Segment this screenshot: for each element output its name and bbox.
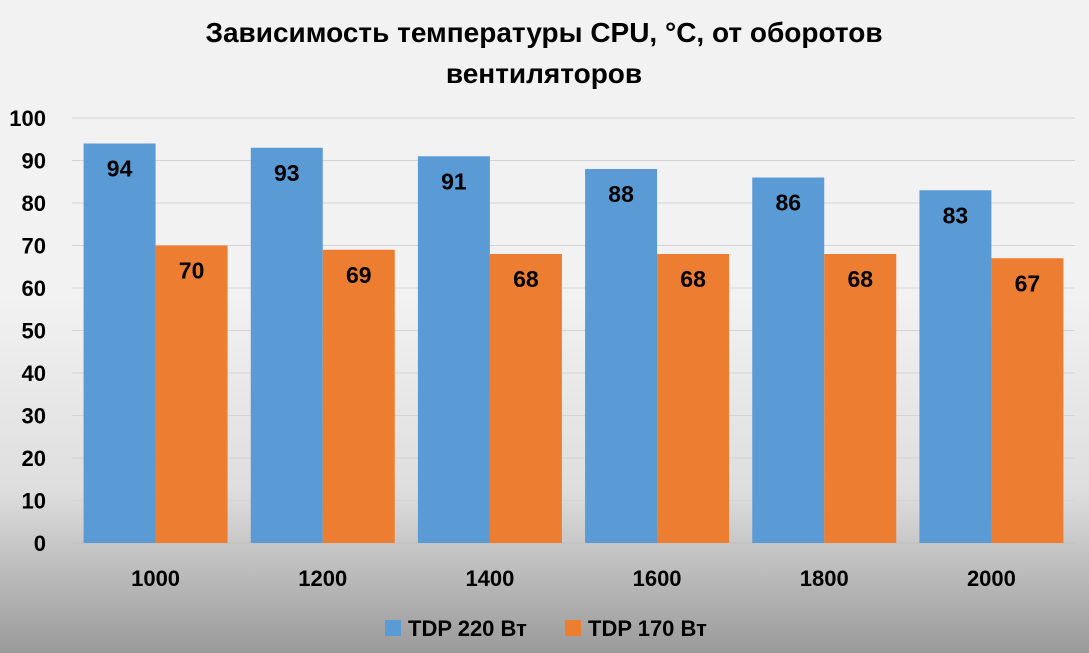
y-tick-label: 50: [22, 319, 46, 344]
y-tick-label: 0: [34, 531, 46, 556]
bar: [155, 245, 228, 543]
x-axis-ticks: 1000 1200 1400 1600 1800 2000: [131, 566, 1016, 591]
bar: [824, 254, 897, 543]
y-tick-label: 60: [22, 276, 46, 301]
x-tick-label: 1800: [800, 566, 849, 591]
data-label: 94: [107, 156, 133, 182]
bar: [322, 249, 395, 543]
data-label: 86: [775, 190, 801, 216]
bar: [250, 147, 323, 543]
y-tick-label: 10: [22, 489, 46, 514]
y-tick-label: 80: [22, 191, 46, 216]
data-label: 88: [608, 181, 634, 207]
y-tick-label: 100: [9, 106, 46, 131]
legend-swatch: [565, 620, 581, 636]
data-label: 67: [1015, 270, 1041, 296]
x-tick-label: 1400: [465, 566, 514, 591]
data-label: 70: [179, 258, 205, 284]
data-label: 83: [943, 202, 969, 228]
y-tick-label: 70: [22, 234, 46, 259]
bar: [417, 156, 490, 543]
legend-label: TDP 170 Вт: [588, 616, 707, 641]
data-label: 93: [274, 160, 300, 186]
bar: [657, 254, 730, 543]
y-tick-label: 90: [22, 149, 46, 174]
y-axis-ticks: 0 10 20 30 40 50 60 70 80 90 100: [9, 106, 46, 556]
x-tick-label: 2000: [967, 566, 1016, 591]
y-tick-label: 30: [22, 404, 46, 429]
y-tick-label: 20: [22, 446, 46, 471]
bar: [991, 258, 1064, 543]
data-label: 69: [346, 262, 372, 288]
legend-swatch: [385, 620, 401, 636]
bars: [83, 143, 1064, 543]
gridlines: [72, 117, 1075, 544]
bar: [919, 190, 992, 543]
data-label: 68: [680, 266, 706, 292]
legend-label: TDP 220 Вт: [408, 616, 527, 641]
legend: TDP 220 Вт TDP 170 Вт: [385, 616, 707, 641]
bar: [752, 177, 825, 543]
x-tick-label: 1200: [298, 566, 347, 591]
data-label: 68: [847, 266, 873, 292]
bar: [83, 143, 156, 543]
x-tick-label: 1600: [633, 566, 682, 591]
data-labels: 94 70 93 69 91 68 88 68 86 68 83 67: [107, 156, 1040, 297]
x-tick-label: 1000: [131, 566, 180, 591]
bar: [585, 169, 658, 543]
bar: [489, 254, 562, 543]
y-tick-label: 40: [22, 361, 46, 386]
data-label: 91: [441, 168, 467, 194]
chart-title-line-2: вентиляторов: [446, 58, 642, 89]
data-label: 68: [513, 266, 539, 292]
chart-title-line-1: Зависимость температуры CPU, °C, от обор…: [205, 17, 882, 48]
